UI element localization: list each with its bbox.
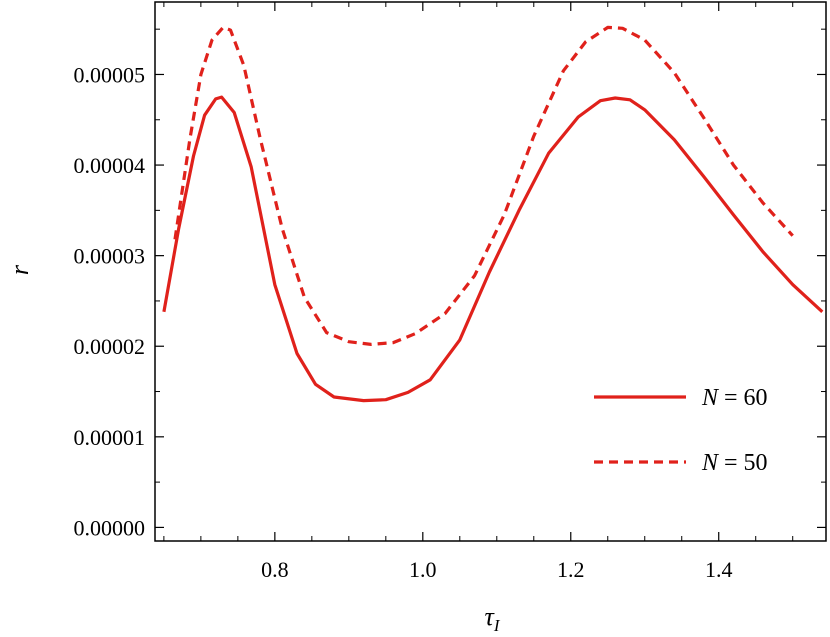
series-line-n-50 <box>173 25 794 346</box>
x-tick-label: 1.2 <box>557 557 585 582</box>
series-line-n-60 <box>162 95 824 403</box>
y-tick-label: 0.00002 <box>74 334 146 359</box>
legend-label-n-60: N = 60 <box>701 385 768 411</box>
x-tick-label: 0.8 <box>261 557 289 582</box>
y-tick-label: 0.00000 <box>74 515 146 540</box>
legend-label-n-50: N = 50 <box>701 450 768 476</box>
plot-frame <box>154 1 827 542</box>
y-tick-label: 0.00003 <box>74 244 146 269</box>
tick-labels: 0.8 1.0 1.2 1.4 0.00000 0.00001 0.00002 0.00003… <box>74 62 733 582</box>
x-tick-label: 1.0 <box>409 557 437 582</box>
y-axis-label: r <box>5 264 34 275</box>
y-tick-label: 0.00005 <box>74 62 146 87</box>
series-lines <box>162 25 824 403</box>
axis-ticks <box>155 2 826 541</box>
y-tick-label: 0.00004 <box>74 153 146 178</box>
x-axis-label: τI <box>485 602 501 635</box>
x-tick-label: 1.4 <box>705 557 733 582</box>
y-tick-label: 0.00001 <box>74 425 146 450</box>
legend: N = 60 N = 50 <box>594 385 768 476</box>
